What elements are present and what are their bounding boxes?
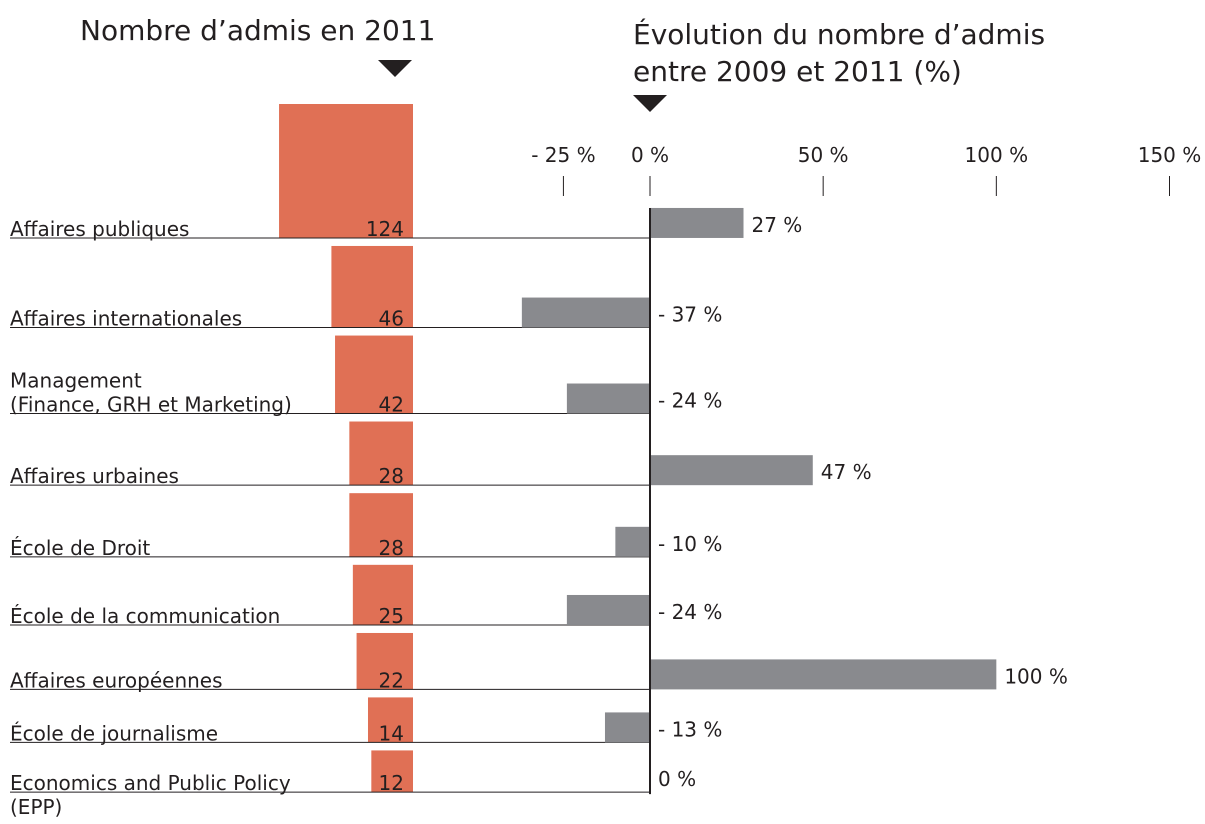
x-tick-label: 100 % (965, 143, 1029, 167)
chart-title: Nombre d’admis en 2011 (80, 14, 435, 47)
value-label: 47 % (821, 460, 872, 484)
value-label: 14 (379, 721, 404, 745)
x-tick-label: - 25 % (531, 143, 595, 167)
x-tick-label: 50 % (798, 143, 849, 167)
pointer (378, 60, 412, 77)
square (349, 421, 413, 486)
square (349, 493, 413, 557)
category-label: École de la communication (10, 604, 280, 628)
bar (566, 594, 650, 625)
bar (604, 712, 650, 743)
x-tick-label: 150 % (1138, 143, 1202, 167)
category-label: École de journalisme (10, 721, 218, 745)
category-label: École de Droit (10, 536, 150, 560)
chart-title: Évolution du nombre d’admis entre 2009 et… (633, 17, 1045, 88)
square (279, 104, 413, 238)
bar (650, 207, 744, 238)
category-label: Economics and Public Policy (EPP) (10, 771, 291, 819)
category-label: Affaires européennes (10, 668, 223, 692)
value-label: 28 (379, 464, 404, 488)
value-label: 0 % (658, 767, 696, 791)
value-label: - 24 % (658, 389, 722, 413)
bar (566, 383, 650, 414)
x-tick-label: 0 % (631, 143, 669, 167)
value-label: 46 (379, 307, 404, 331)
value-label: 22 (379, 668, 404, 692)
bar (521, 297, 650, 328)
square (371, 750, 413, 793)
pointer (633, 95, 667, 112)
category-label: Management (Finance, GRH et Marketing) (10, 369, 292, 417)
value-label: - 10 % (658, 532, 722, 556)
bar (650, 455, 813, 486)
value-label: 124 (366, 217, 404, 241)
square (367, 697, 413, 743)
value-label: 100 % (1004, 664, 1068, 688)
category-label: Affaires publiques (10, 217, 189, 241)
square (352, 564, 413, 625)
value-label: - 13 % (658, 717, 722, 741)
value-label: 12 (379, 771, 404, 795)
value-label: 28 (379, 536, 404, 560)
category-label: Affaires urbaines (10, 464, 179, 488)
value-label: 27 % (752, 213, 803, 237)
value-label: 42 (379, 393, 404, 417)
bar (615, 526, 650, 557)
value-label: 25 (379, 604, 404, 628)
value-label: - 37 % (658, 303, 722, 327)
category-label: Affaires internationales (10, 307, 242, 331)
square (335, 335, 413, 414)
square (331, 245, 413, 328)
square (356, 632, 413, 690)
bar (650, 659, 997, 690)
value-label: - 24 % (658, 600, 722, 624)
